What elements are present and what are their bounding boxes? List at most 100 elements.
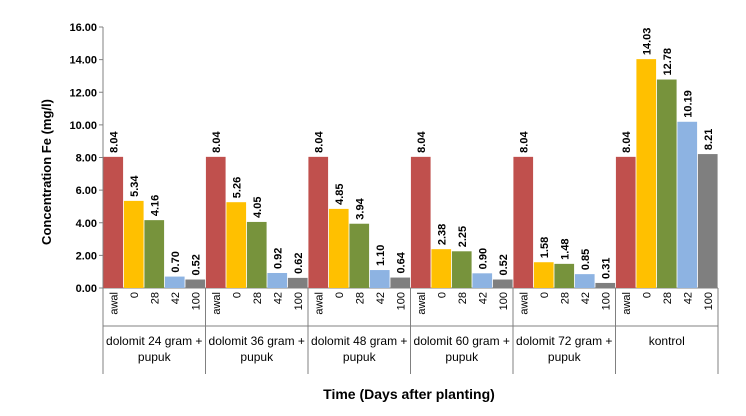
data-label: 8.04 [108,131,120,153]
data-label: 5.26 [231,177,243,198]
data-label: 8.04 [621,131,633,153]
group-label: dolomit 48 gram + [311,334,407,348]
x-tick-label: 42 [170,292,182,304]
x-tick-label: 28 [149,292,161,304]
x-tick-label: awal [518,292,530,315]
bar-4-2 [554,263,575,288]
bar-2-4 [390,277,411,288]
bar-5-4 [697,154,718,288]
x-tick-label: 42 [272,292,284,304]
x-tick-label: 100 [293,292,305,310]
data-label: 5.34 [129,175,141,197]
x-tick-label: 42 [375,292,387,304]
bar-4-0 [513,156,534,288]
x-tick-label: 28 [559,292,571,304]
group-label: dolomit 72 gram + [516,334,612,348]
x-tick-label: awal [108,292,120,315]
group-label: pupuk [445,350,479,364]
group-label: dolomit 60 gram + [414,334,510,348]
group-label: dolomit 24 gram + [106,334,202,348]
x-tick-label: 100 [703,292,715,310]
data-label: 8.04 [313,131,325,153]
y-tick-label: 6.00 [76,185,97,197]
data-label: 14.03 [641,28,653,56]
data-label: 4.85 [334,183,346,204]
data-label: 0.52 [190,254,202,275]
x-tick-label: 100 [498,292,510,310]
x-tick-label: 0 [334,292,346,298]
bar-0-2 [144,220,165,288]
group-label: dolomit 36 gram + [209,334,305,348]
bar-1-3 [267,272,288,288]
x-tick-label: 28 [252,292,264,304]
data-label: 8.04 [518,131,530,153]
x-tick-label: 0 [436,292,448,298]
data-label: 8.04 [416,131,428,153]
bar-1-4 [287,277,308,288]
data-label: 0.70 [170,251,182,272]
data-label: 0.85 [580,249,592,270]
x-tick-label: 0 [231,292,243,298]
x-tick-label: 0 [539,292,551,298]
data-label: 2.38 [436,224,448,245]
x-tick-label: 42 [477,292,489,304]
y-tick-label: 10.00 [69,120,97,132]
bar-3-2 [451,251,472,288]
y-tick-label: 12.00 [69,87,97,99]
data-label: 0.52 [498,254,510,275]
data-label: 0.62 [293,252,305,273]
data-label: 4.16 [149,195,161,216]
x-tick-label: 42 [682,292,694,304]
bar-5-3 [677,121,698,288]
data-label: 8.21 [703,129,715,150]
x-tick-label: 0 [129,292,141,298]
data-label: 3.94 [354,197,366,219]
data-label: 1.48 [559,238,571,259]
x-tick-label: 28 [457,292,469,304]
group-label: pupuk [240,350,274,364]
y-axis-title: Concentration Fe (mg/l) [39,99,54,245]
data-label: 0.31 [600,258,612,279]
group-label: kontrol [649,334,685,348]
data-label: 2.25 [457,226,469,247]
x-tick-label: 28 [662,292,674,304]
bar-2-1 [328,208,349,288]
bar-4-1 [533,262,554,288]
x-tick-label: awal [416,292,428,315]
bar-2-2 [349,223,370,288]
x-tick-label: awal [621,292,633,315]
bar-3-4 [492,279,513,288]
y-tick-label: 4.00 [76,218,97,230]
data-label: 4.05 [252,197,264,218]
y-tick-label: 16.00 [69,22,97,34]
bar-3-3 [472,273,493,288]
x-tick-label: 100 [395,292,407,310]
x-tick-label: awal [211,292,223,315]
x-tick-label: 28 [354,292,366,304]
group-label: pupuk [343,350,377,364]
bar-1-0 [205,156,226,288]
bar-5-1 [636,59,657,289]
data-label: 0.90 [477,248,489,269]
group-label: pupuk [138,350,172,364]
x-tick-label: 0 [641,292,653,298]
x-axis-title: Time (Days after planting) [323,386,495,402]
bar-1-1 [226,202,247,288]
y-tick-label: 8.00 [76,153,97,165]
x-tick-label: 42 [580,292,592,304]
data-label: 8.04 [211,131,223,153]
data-label: 12.78 [662,48,674,76]
bar-4-4 [595,282,616,288]
y-tick-label: 2.00 [76,250,97,262]
bar-0-4 [185,279,206,288]
bar-1-2 [246,221,267,288]
bar-5-0 [615,156,636,288]
data-label: 0.64 [395,251,407,273]
x-tick-label: 100 [600,292,612,310]
data-label: 10.19 [682,90,694,118]
data-label: 0.92 [272,248,284,269]
data-label: 1.10 [375,245,387,266]
x-tick-label: awal [313,292,325,315]
